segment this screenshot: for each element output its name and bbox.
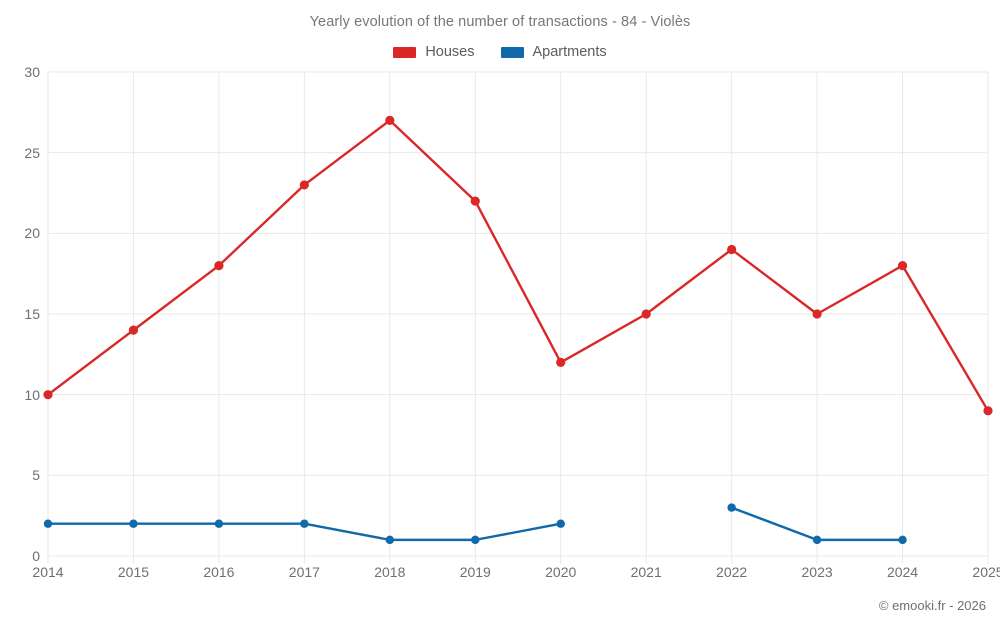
data-point-houses-2015[interactable] bbox=[128, 325, 139, 335]
series-line-houses bbox=[46, 119, 990, 412]
x-axis-tick-label: 2015 bbox=[117, 564, 150, 580]
data-point-apartments-2024[interactable] bbox=[898, 535, 907, 545]
x-axis-tick-label: 2024 bbox=[886, 564, 919, 580]
data-point-houses-2021[interactable] bbox=[641, 309, 651, 319]
x-axis-tick-label: 2014 bbox=[32, 564, 64, 580]
data-point-houses-2016[interactable] bbox=[214, 261, 224, 271]
legend-label-houses: Houses bbox=[425, 44, 475, 60]
chart-legend: Houses Apartments bbox=[0, 44, 1000, 60]
data-point-apartments-2018[interactable] bbox=[385, 535, 395, 545]
legend-swatch-apartments-icon bbox=[500, 46, 524, 58]
x-axis-tick-label: 2019 bbox=[459, 564, 491, 580]
y-axis-tick-label: 30 bbox=[24, 64, 40, 80]
legend-item-houses[interactable]: Houses bbox=[393, 44, 475, 60]
y-axis-tick-label: 15 bbox=[24, 306, 40, 322]
data-point-houses-2014[interactable] bbox=[43, 390, 53, 400]
series-lines bbox=[46, 119, 990, 542]
data-point-houses-2017[interactable] bbox=[299, 180, 309, 190]
x-axis-tick-label: 2022 bbox=[716, 564, 748, 580]
data-point-houses-2025[interactable] bbox=[983, 406, 993, 416]
data-point-houses-2020[interactable] bbox=[556, 357, 566, 367]
data-point-apartments-2016[interactable] bbox=[214, 519, 224, 528]
series-points bbox=[43, 115, 993, 545]
data-point-apartments-2015[interactable] bbox=[129, 519, 138, 528]
legend-swatch-houses-icon bbox=[393, 46, 417, 58]
x-axis-tick-label: 2016 bbox=[203, 564, 235, 580]
grid-horizontal-lines bbox=[48, 71, 988, 557]
x-axis-tick-label: 2021 bbox=[630, 564, 662, 580]
data-point-apartments-2023[interactable] bbox=[812, 535, 822, 545]
data-point-apartments-2020[interactable] bbox=[556, 519, 565, 528]
chart-footer-credit: © emooki.fr - 2026 bbox=[878, 598, 986, 613]
y-axis-tick-label: 20 bbox=[24, 225, 40, 242]
x-axis-tick-label: 2025 bbox=[972, 564, 1000, 580]
y-axis-tick-label: 25 bbox=[24, 144, 40, 161]
y-axis-tick-label: 5 bbox=[32, 467, 40, 484]
grid-vertical-lines bbox=[47, 72, 989, 564]
data-point-apartments-2017[interactable] bbox=[300, 519, 309, 528]
y-axis-tick-label: 0 bbox=[32, 548, 40, 564]
data-point-apartments-2022[interactable] bbox=[727, 503, 736, 512]
legend-item-apartments[interactable]: Apartments bbox=[500, 44, 607, 60]
x-axis-tick-label: 2017 bbox=[288, 564, 320, 580]
data-point-apartments-2019[interactable] bbox=[471, 535, 480, 545]
chart-title: Yearly evolution of the number of transa… bbox=[309, 14, 691, 30]
plot-area bbox=[43, 71, 993, 564]
plot-svg bbox=[43, 71, 993, 564]
data-point-houses-2024[interactable] bbox=[897, 261, 908, 271]
x-axis-tick-label: 2020 bbox=[545, 564, 577, 580]
data-point-houses-2019[interactable] bbox=[470, 196, 480, 206]
y-axis-labels: 0 5 10 15 20 25 30 bbox=[0, 64, 40, 564]
legend-label-apartments: Apartments bbox=[532, 44, 607, 60]
data-point-apartments-2014[interactable] bbox=[43, 519, 53, 528]
x-axis-tick-label: 2023 bbox=[801, 564, 833, 580]
x-axis-tick-label: 2018 bbox=[374, 564, 406, 580]
data-point-houses-2022[interactable] bbox=[727, 244, 737, 255]
x-axis-labels: 2014 2015 2016 2017 2018 2019 2020 2021 2022 2023… bbox=[32, 564, 1000, 586]
data-point-houses-2018[interactable] bbox=[385, 115, 395, 125]
y-axis-tick-label: 10 bbox=[24, 386, 40, 403]
data-point-houses-2023[interactable] bbox=[812, 309, 822, 319]
